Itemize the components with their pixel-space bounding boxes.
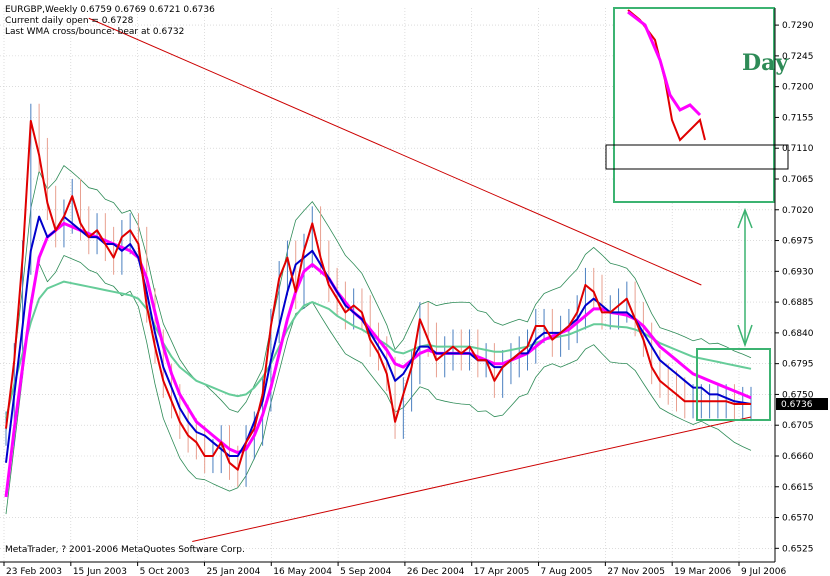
x-tick-label-9: 27 Nov 2005 xyxy=(607,567,665,576)
x-tick-label-11: 9 Jul 2006 xyxy=(741,567,786,576)
bollinger-bands xyxy=(5,165,752,515)
y-tick-label-15: 0.6615 xyxy=(782,483,814,493)
x-tick-label-5: 5 Sep 2004 xyxy=(340,567,392,576)
x-tick-label-10: 19 Mar 2006 xyxy=(674,567,731,576)
header-line-2: Current daily open = 0.6728 xyxy=(5,16,134,26)
y-tick-label-12: 0.6750 xyxy=(782,390,814,400)
y-tick-label-5: 0.7065 xyxy=(782,175,814,185)
y-tick-label-16: 0.6570 xyxy=(782,514,814,524)
inset-range-box xyxy=(605,144,789,170)
annotation-boxes: Day xyxy=(605,7,789,421)
band-upper xyxy=(5,165,752,433)
y-tick-label-9: 0.6885 xyxy=(782,298,814,308)
last-price-label: 0.6736 xyxy=(781,400,813,410)
trendline-1 xyxy=(192,416,752,542)
header-line-1: EURGBP,Weekly 0.6759 0.6769 0.6721 0.673… xyxy=(5,5,215,15)
y-tick-label-6: 0.7020 xyxy=(782,206,814,216)
trendline-0 xyxy=(88,17,702,286)
arrow-head-up xyxy=(737,207,753,229)
y-tick-label-0: 0.7290 xyxy=(782,21,814,31)
band-lower xyxy=(5,255,752,515)
arrow-head-down xyxy=(737,324,753,348)
y-tick-label-2: 0.7200 xyxy=(782,83,814,93)
x-tick-label-3: 25 Jan 2004 xyxy=(206,567,260,576)
y-tick-label-3: 0.7155 xyxy=(782,113,814,123)
x-tick-label-1: 15 Jun 2003 xyxy=(73,567,127,576)
recent-price-box xyxy=(696,348,771,421)
x-tick-label-8: 7 Aug 2005 xyxy=(541,567,593,576)
y-tick-label-1: 0.7245 xyxy=(782,52,814,62)
y-tick-label-17: 0.6525 xyxy=(782,544,814,554)
y-tick-label-10: 0.6840 xyxy=(782,329,814,339)
inset-series-mid xyxy=(627,10,702,117)
trendlines xyxy=(88,17,752,542)
y-tick-label-8: 0.6930 xyxy=(782,267,814,277)
x-tick-label-2: 5 Oct 2003 xyxy=(140,567,190,576)
x-tick-label-4: 16 May 2004 xyxy=(273,567,332,576)
series-line-slow xyxy=(5,215,752,463)
y-tick-label-4: 0.7110 xyxy=(782,144,814,154)
last-price-box xyxy=(776,398,828,411)
y-tick-label-14: 0.6660 xyxy=(782,452,814,462)
y-tick-label-7: 0.6975 xyxy=(782,237,814,247)
header-line-3: Last WMA cross/bounce: bear at 0.6732 xyxy=(5,27,184,37)
wma-series xyxy=(4,119,752,498)
grid xyxy=(0,8,775,562)
series-line-fast xyxy=(5,119,751,471)
x-tick-label-7: 17 Apr 2005 xyxy=(474,567,530,576)
x-axis: 23 Feb 2003 15 Jun 2003 5 Oct 2003 25 Jan 2… xyxy=(0,561,786,576)
x-tick-label-0: 23 Feb 2003 xyxy=(6,567,62,576)
y-tick-label-11: 0.6795 xyxy=(782,360,814,370)
x-tick-label-6: 26 Dec 2004 xyxy=(407,567,465,576)
inset-day-label: Day xyxy=(742,50,789,76)
inset-day-panel xyxy=(613,7,775,203)
y-axis: 0.7290 0.7245 0.7200 0.7155 0.7110 0.7065 0.70… xyxy=(774,8,828,562)
copyright: MetaTrader, ? 2001-2006 MetaQuotes Softw… xyxy=(5,545,245,555)
y-tick-label-13: 0.6705 xyxy=(782,421,814,431)
series-line-mid xyxy=(4,221,752,498)
